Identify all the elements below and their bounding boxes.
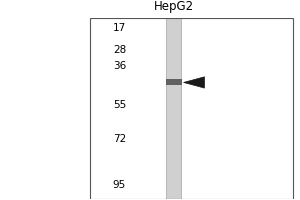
Text: 28: 28 [113,45,126,55]
Text: 95: 95 [113,180,126,190]
Bar [181,18,182,199]
Text: 55: 55 [113,100,126,110]
Bar [166,18,182,199]
Text: HepG2: HepG2 [154,0,194,13]
Polygon shape [184,77,205,88]
Bar [166,18,167,199]
Text: 36: 36 [113,61,126,71]
Text: 72: 72 [113,134,126,144]
Text: 17: 17 [113,23,126,33]
Bar [166,79,182,85]
Bar [90,18,293,199]
